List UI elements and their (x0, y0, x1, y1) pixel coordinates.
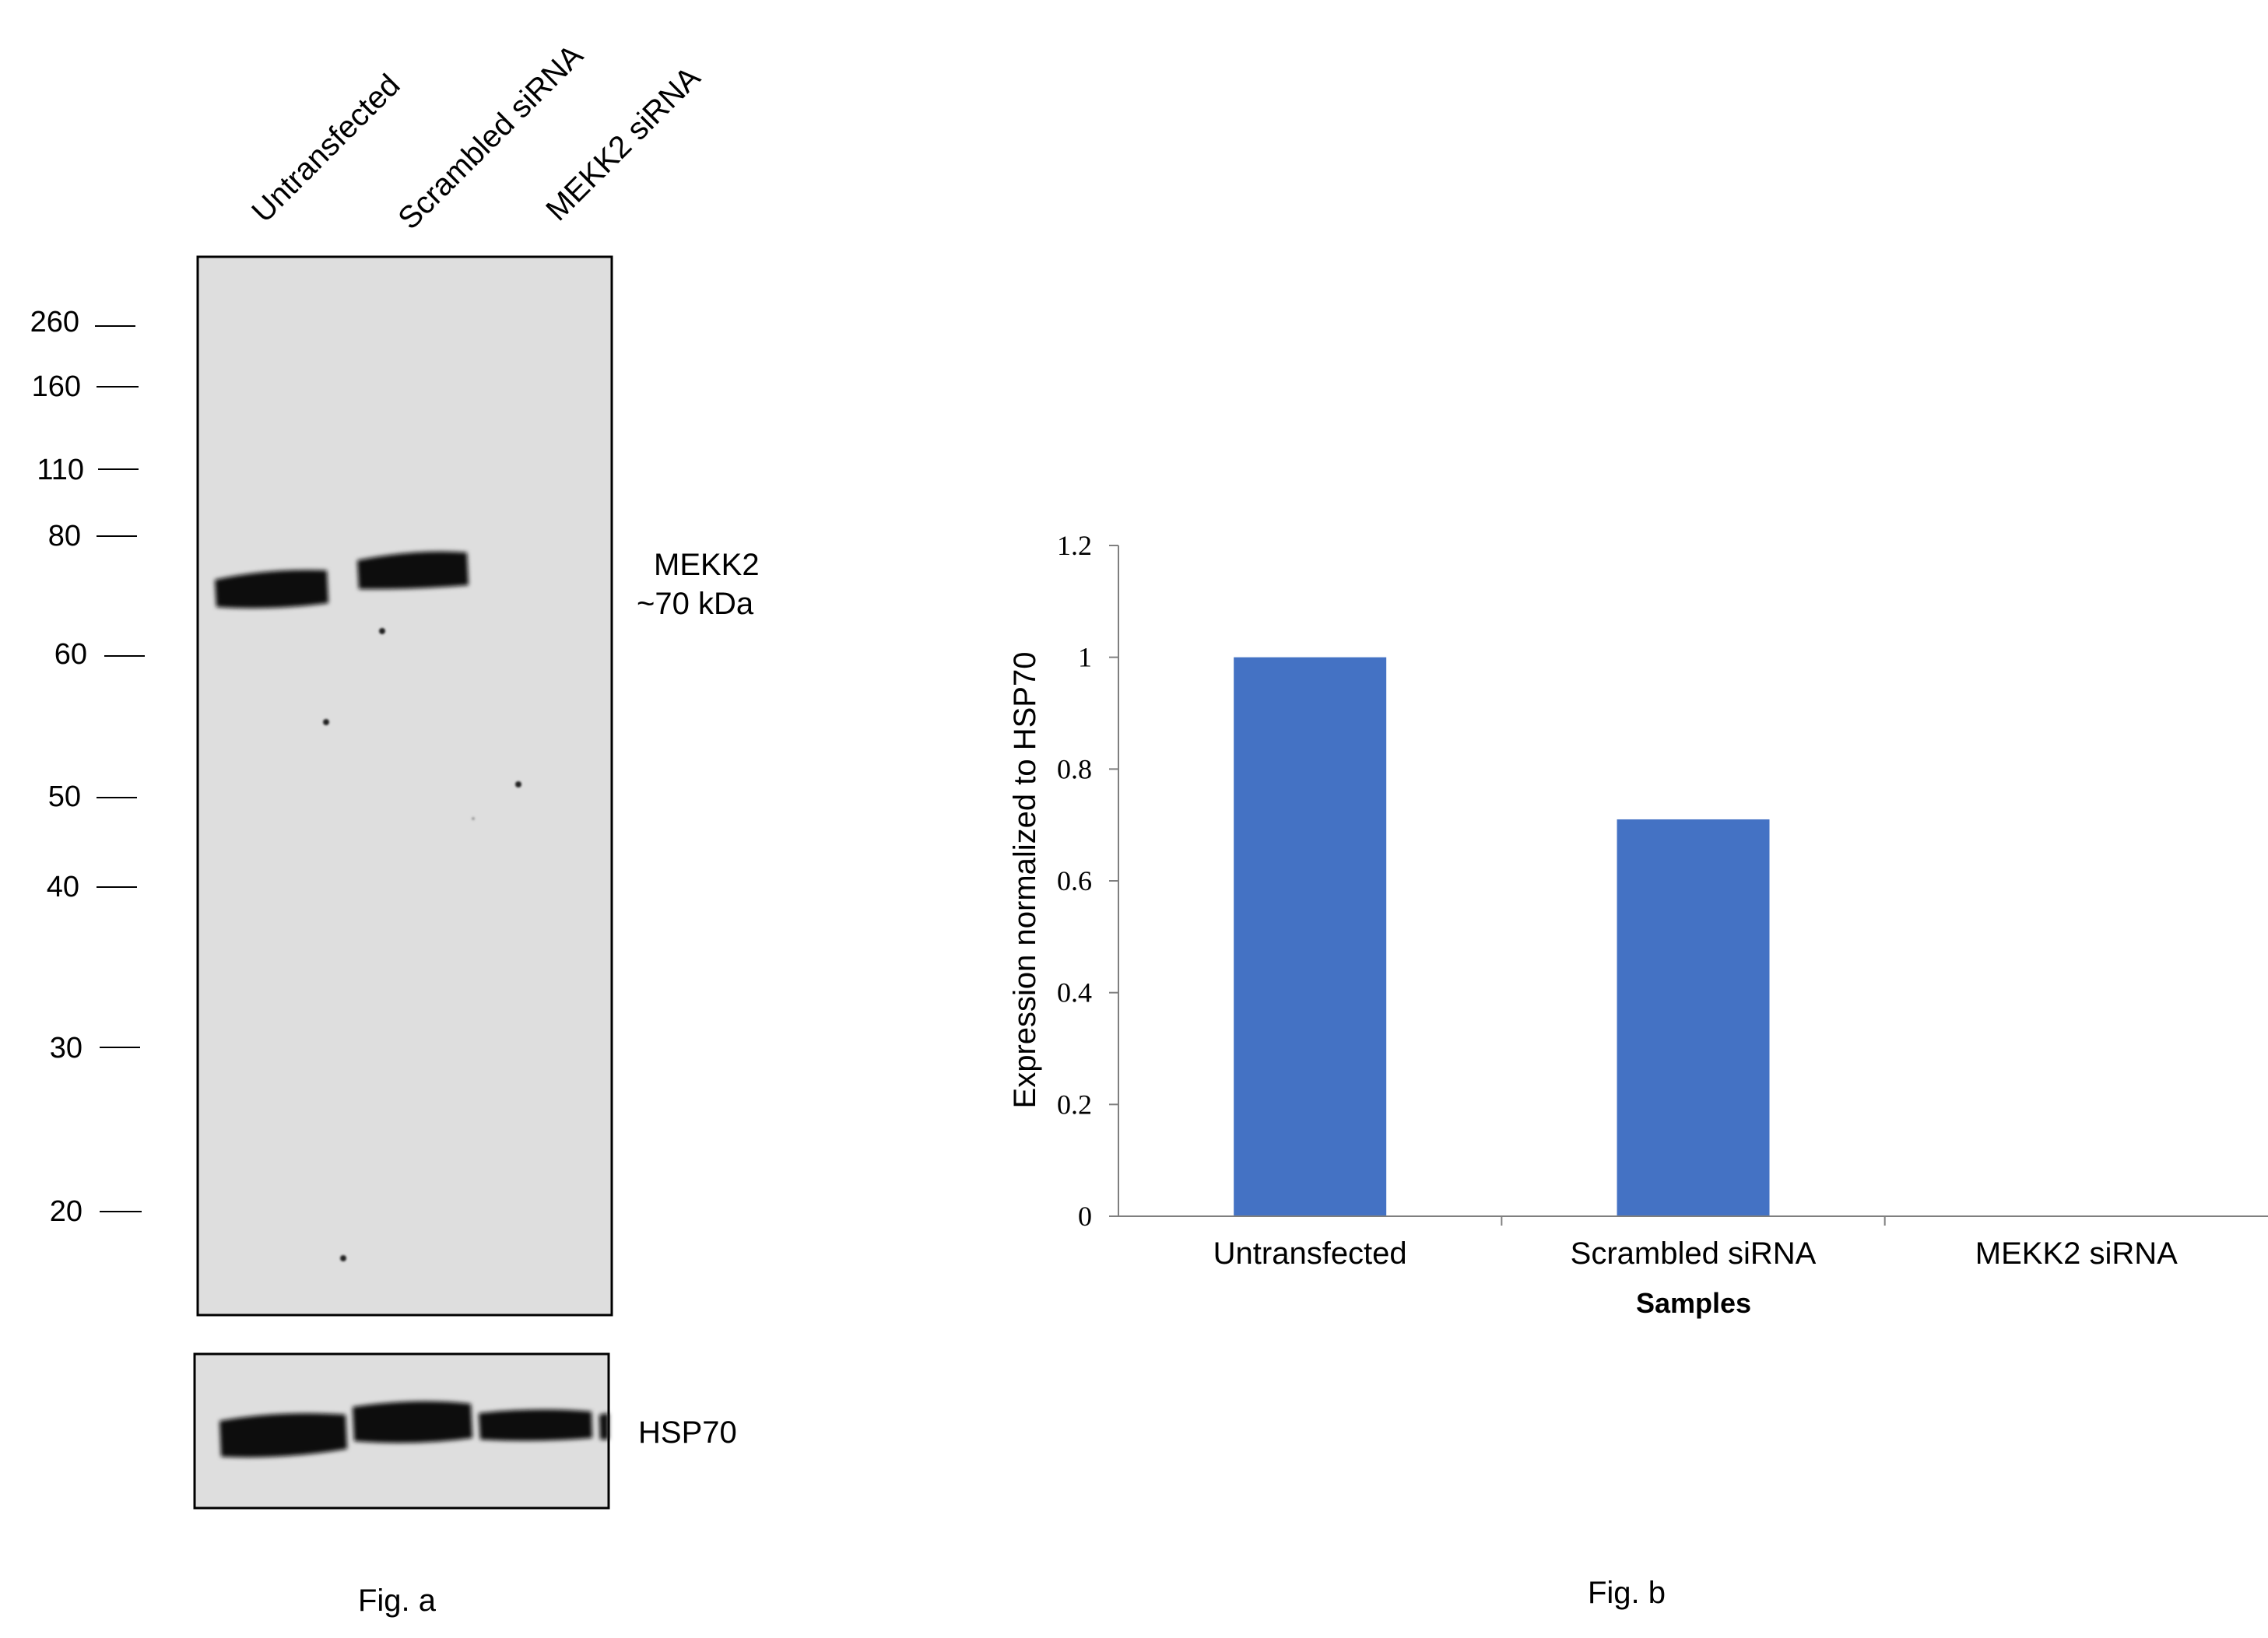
mw-marker-260-label: 260 (30, 306, 79, 338)
panel-a-caption: Fig. a (358, 1584, 437, 1618)
mw-marker-80-label: 80 (48, 520, 81, 552)
target-label-size: ~70 kDa (637, 587, 754, 621)
bar-untransfected (1234, 657, 1387, 1216)
x-category-label: Untransfected (1213, 1236, 1407, 1271)
membrane-specks (323, 628, 521, 1261)
x-axis-title: Samples (1636, 1287, 1751, 1319)
mw-marker-30-label: 30 (50, 1032, 83, 1065)
y-tick-label: 0 (1078, 1201, 1092, 1232)
x-category-label: Scrambled siRNA (1571, 1236, 1817, 1271)
western-blot-panel: Untransfected Scrambled siRNA MEKK2 siRN… (30, 38, 760, 1618)
mw-marker-50-label: 50 (48, 780, 81, 813)
mw-markers: 260 160 110 80 60 50 40 30 20 (30, 306, 145, 1228)
y-tick-label: 0.4 (1057, 977, 1092, 1008)
x-category-label: MEKK2 siRNA (1975, 1236, 2178, 1271)
main-blot-membrane (196, 255, 613, 1317)
mekk2-band-untransfected (215, 570, 328, 609)
target-label-name: MEKK2 (654, 548, 760, 582)
y-tick-label: 1.2 (1057, 530, 1092, 561)
lane-label-untransfected: Untransfected (245, 68, 406, 229)
bar-scrambled-sirna (1617, 819, 1770, 1216)
panel-b-caption: Fig. b (1588, 1576, 1666, 1610)
y-tick-label: 0.8 (1057, 753, 1092, 784)
y-axis-title: Expression normalized to HSP70 (1008, 652, 1042, 1109)
bar-chart-panel: 0 0.2 0.4 0.6 0.8 1 1.2 Untransfected Scrambled … (1008, 530, 2268, 1610)
loading-control-label: HSP70 (638, 1415, 737, 1450)
hsp70-band-scrambled-sirna (353, 1401, 472, 1443)
hsp70-band-mekk2-sirna (479, 1409, 592, 1441)
y-tick-label: 0.2 (1057, 1089, 1092, 1120)
mw-marker-40-label: 40 (47, 871, 79, 903)
mw-marker-160-label: 160 (32, 370, 81, 403)
mw-marker-60-label: 60 (54, 638, 87, 671)
y-tick-label: 1 (1078, 642, 1092, 673)
mw-marker-110-label: 110 (37, 454, 84, 486)
mekk2-band-scrambled-sirna (357, 551, 469, 590)
hsp70-band-untransfected (219, 1413, 347, 1457)
y-tick-label: 0.6 (1057, 865, 1092, 896)
mw-marker-20-label: 20 (50, 1195, 83, 1228)
hsp70-bands (219, 1401, 609, 1457)
